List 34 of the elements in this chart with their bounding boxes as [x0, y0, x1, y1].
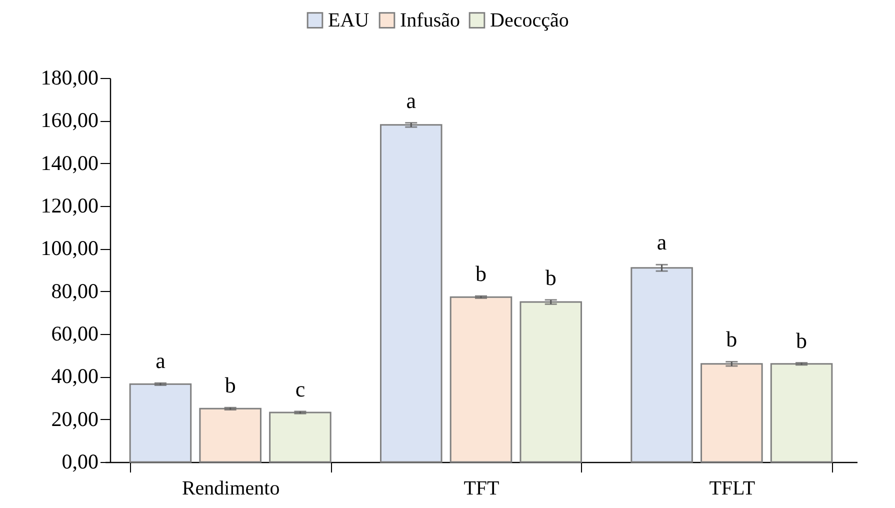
data-label: b	[224, 372, 236, 398]
bar	[129, 383, 192, 463]
legend-label: Infusão	[400, 9, 460, 32]
data-label: a	[406, 88, 416, 113]
x-tick-label: TFLT	[709, 478, 756, 500]
legend-label: Decocção	[490, 9, 569, 32]
bar	[380, 124, 442, 463]
y-tick-label: 80,00	[51, 278, 98, 303]
bar	[770, 363, 833, 463]
bar	[630, 267, 693, 463]
y-tick-label: 60,00	[51, 322, 98, 346]
data-label: b	[726, 326, 738, 352]
y-tick-label: 20,00	[51, 406, 98, 431]
data-label: b	[476, 261, 486, 286]
legend-label: EAU	[328, 9, 370, 32]
y-tick-label: 160,00	[40, 108, 98, 132]
bar	[450, 296, 512, 463]
y-tick-label: 100,00	[40, 236, 98, 260]
y-tick-label: 0,00	[62, 450, 98, 474]
bar	[269, 412, 332, 463]
bar	[520, 301, 582, 463]
data-label: a	[156, 348, 166, 374]
y-tick-label: 40,00	[51, 364, 98, 388]
data-label: b	[796, 328, 808, 353]
data-label: c	[295, 376, 306, 402]
y-tick-label: 120,00	[40, 194, 98, 218]
bar	[700, 363, 763, 463]
data-label: b	[545, 264, 556, 290]
y-tick-label: 140,00	[40, 150, 98, 175]
bar	[199, 408, 262, 463]
x-tick-label: TFT	[464, 478, 500, 500]
data-label: a	[656, 230, 667, 255]
x-tick-label: Rendimento	[182, 478, 280, 500]
y-tick-label: 180,00	[40, 66, 98, 90]
